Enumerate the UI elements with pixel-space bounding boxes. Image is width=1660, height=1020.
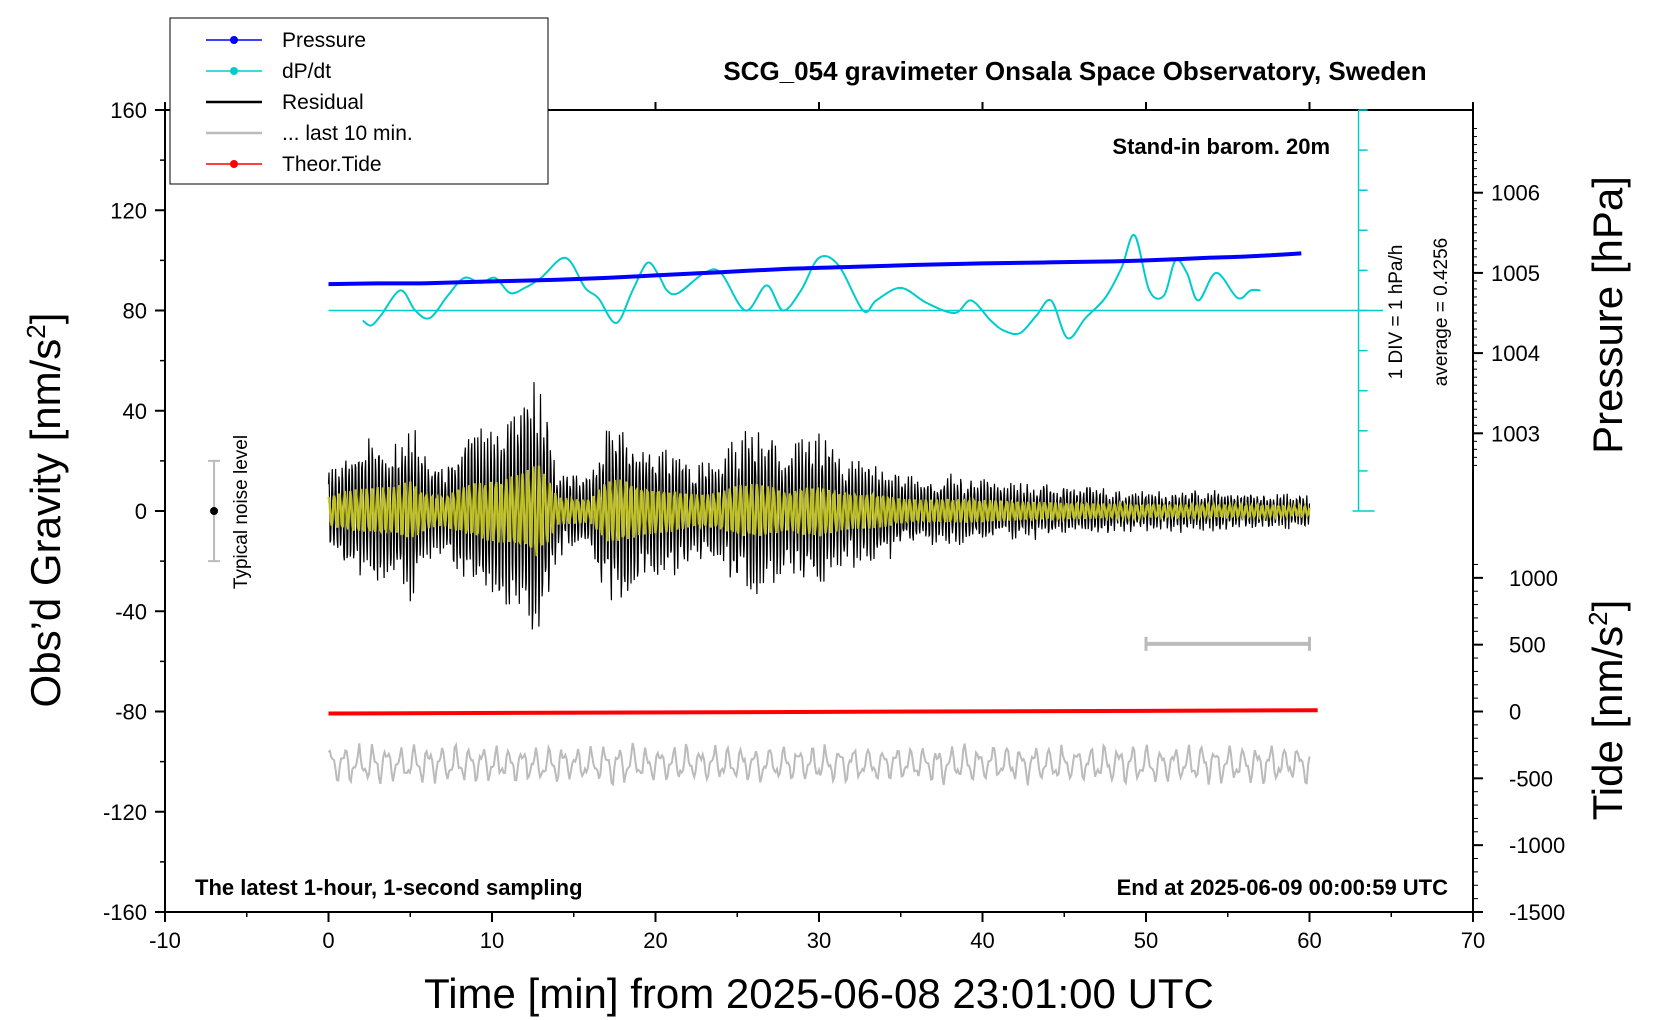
chart-title: SCG_054 gravimeter Onsala Space Observat… [723, 56, 1426, 86]
legend-swatch-marker [230, 160, 238, 168]
legend-label: ... last 10 min. [282, 122, 413, 145]
y-tick-label: -80 [115, 700, 147, 725]
noise-bar-center-dot [210, 507, 219, 515]
latest-hour-note: The latest 1-hour, 1-second sampling [195, 875, 583, 900]
y-tick-label: -160 [103, 900, 147, 925]
y-tick-label: 80 [123, 299, 147, 324]
tide-tick-label: -500 [1509, 766, 1553, 791]
x-tick-label: 50 [1134, 928, 1158, 953]
last-10-min-series-line [327, 741, 1311, 787]
axis-ticks: -10 0 10 20 30 40 50 60 70 -160 -120 -80 -40 0 40 80 120… [103, 98, 1565, 953]
x-tick-label: 0 [322, 928, 334, 953]
x-tick-label: 70 [1461, 928, 1485, 953]
tide-series-line [328, 708, 1318, 716]
dpdt-series-line [362, 234, 1261, 340]
x-axis-title: Time [min] from 2025-06-08 23:01:00 UTC [424, 970, 1214, 1017]
legend-label: Pressure [282, 29, 366, 52]
tide-tick-label: 1000 [1509, 566, 1558, 591]
legend-label: Theor.Tide [282, 153, 382, 176]
legend-item: Pressure [206, 29, 366, 52]
tide-axis-title: Tide [nm/s2] [1583, 600, 1631, 821]
x-tick-label: 40 [970, 928, 994, 953]
x-tick-label: 60 [1297, 928, 1321, 953]
average-label: average = 0.4256 [1431, 238, 1452, 386]
tide-tick-label: 500 [1509, 633, 1546, 658]
legend: Pressure dP/dt Residual ... last 10 min. The… [169, 17, 549, 185]
y-tick-label: 40 [123, 399, 147, 424]
pressure-tick-label: 1003 [1491, 421, 1540, 446]
legend-item: Residual [206, 91, 364, 114]
legend-label: Residual [282, 91, 364, 114]
x-tick-label: 10 [480, 928, 504, 953]
tide-tick-label: -1500 [1509, 900, 1565, 925]
y-tick-label: -40 [115, 599, 147, 624]
y-tick-label: -120 [103, 800, 147, 825]
y-tick-label: 0 [135, 499, 147, 524]
tide-axis-title-sup: 2 [1583, 611, 1613, 625]
noise-level-label: Typical noise level [231, 435, 252, 589]
smoothed-residual-line [327, 465, 1311, 557]
legend-label: dP/dt [282, 60, 331, 83]
stand-in-barometer-note: Stand-in barom. 20m [1112, 134, 1330, 159]
legend-item: Theor.Tide [206, 153, 382, 176]
end-time-note: End at 2025-06-09 00:00:59 UTC [1117, 875, 1448, 900]
y-tick-label: 160 [110, 98, 147, 123]
y-axis-title-sup: 2 [21, 324, 51, 338]
legend-items: Pressure dP/dt Residual ... last 10 min. The… [206, 29, 413, 176]
pressure-series-line [328, 251, 1302, 287]
chart-extras [208, 109, 1375, 651]
pressure-tick-label: 1004 [1491, 341, 1540, 366]
y-axis-title-end: ] [22, 313, 69, 325]
pressure-tick-label: 1006 [1491, 181, 1540, 206]
x-tick-label: 20 [643, 928, 667, 953]
tide-tick-label: 0 [1509, 700, 1521, 725]
y-axis-title: Obs’d Gravity [nm/s2] [21, 313, 69, 708]
tide-axis-title-base: Tide [nm/s [1584, 626, 1631, 821]
legend-item: ... last 10 min. [206, 122, 413, 145]
pressure-axis-title: Pressure [hPa] [1584, 176, 1631, 454]
x-tick-label: 30 [807, 928, 831, 953]
legend-swatch-marker [230, 67, 238, 75]
tide-tick-label: -1000 [1509, 833, 1565, 858]
pressure-tick-label: 1005 [1491, 261, 1540, 286]
tide-axis-title-end: ] [1584, 600, 1631, 612]
y-tick-label: 120 [110, 198, 147, 223]
div-scale-label: 1 DIV = 1 hPa/h [1386, 245, 1407, 380]
legend-item: dP/dt [206, 60, 331, 83]
legend-swatch-marker [230, 36, 238, 44]
y-axis-title-base: Obs’d Gravity [nm/s [22, 339, 69, 708]
residual-series-line [327, 382, 1311, 630]
x-tick-label: -10 [149, 928, 181, 953]
series-layer [327, 234, 1384, 787]
